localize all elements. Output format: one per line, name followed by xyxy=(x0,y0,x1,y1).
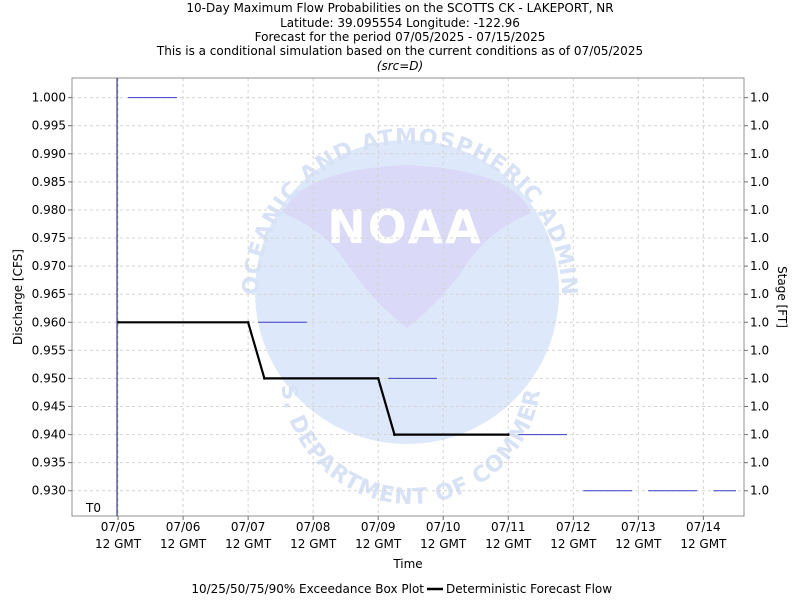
y-left-tick-label: 0.960 xyxy=(32,315,66,329)
x-tick-label-date: 07/13 xyxy=(621,520,656,534)
x-tick-label-date: 07/08 xyxy=(296,520,331,534)
x-tick-label-time: 12 GMT xyxy=(290,537,337,551)
x-tick-label-time: 12 GMT xyxy=(355,537,402,551)
y-left-tick-label: 0.940 xyxy=(32,428,66,442)
y-axis-left-label: Discharge [CFS] xyxy=(11,249,25,345)
y-left-tick-label: 0.970 xyxy=(32,259,66,273)
y-right-tick-label: 1.0 xyxy=(750,119,769,133)
x-tick-label-date: 07/12 xyxy=(556,520,591,534)
y-left-tick-label: 0.935 xyxy=(32,456,66,470)
series-line-deterministic xyxy=(118,321,509,436)
noaa-logo-wing xyxy=(283,165,531,328)
y-left-tick-label: 0.950 xyxy=(32,371,66,385)
y-right-tick-label: 1.0 xyxy=(750,343,769,357)
x-tick-label-time: 12 GMT xyxy=(615,537,662,551)
t0-marker: T0 xyxy=(85,78,118,516)
y-right-tick-label: 1.0 xyxy=(750,287,769,301)
y-left-tick-label: 0.955 xyxy=(32,343,66,357)
y-right-tick-label: 1.0 xyxy=(750,91,769,105)
series-point xyxy=(506,433,510,436)
x-tick-label-time: 12 GMT xyxy=(160,537,207,551)
chart-title-line-3: Forecast for the period 07/05/2025 - 07/… xyxy=(255,30,546,44)
series-point xyxy=(393,433,396,436)
grid-lines xyxy=(72,78,744,516)
series-point xyxy=(376,377,380,380)
y-left-tick-label: 0.980 xyxy=(32,203,66,217)
y-right-tick-label: 1.0 xyxy=(750,315,769,329)
chart-title-line-4: This is a conditional simulation based o… xyxy=(156,44,643,58)
y-right-tick-label: 1.0 xyxy=(750,147,769,161)
y-left-tick-label: 0.985 xyxy=(32,175,66,189)
y-right-tick-label: 1.0 xyxy=(750,400,769,414)
x-tick-label-date: 07/07 xyxy=(231,520,266,534)
y-right-tick-label: 1.0 xyxy=(750,428,769,442)
y-left-tick-label: 0.945 xyxy=(32,400,66,414)
x-tick-label-time: 12 GMT xyxy=(485,537,532,551)
legend-line-label: Deterministic Forecast Flow xyxy=(446,582,612,596)
x-tick-label-time: 12 GMT xyxy=(680,537,727,551)
y-right-tick-label: 1.0 xyxy=(750,175,769,189)
y-axis-right: 1.0 1.0 1.0 1.0 1.0 1.0 1.0 1.0 1.0 1.0 1.0 1.0 1.0 1… xyxy=(744,91,769,498)
y-right-tick-label: 1.0 xyxy=(750,484,769,498)
x-axis-label: Time xyxy=(392,557,422,571)
chart-title-block: 10-Day Maximum Flow Probabilities on the… xyxy=(156,1,643,73)
x-tick-label-time: 12 GMT xyxy=(550,537,597,551)
x-tick-label-date: 07/09 xyxy=(361,520,396,534)
x-axis: 07/05 12 GMT 07/06 12 GMT 07/07 12 GMT 07/08 12… xyxy=(95,516,727,551)
y-right-tick-label: 1.0 xyxy=(750,203,769,217)
x-tick-label-time: 12 GMT xyxy=(420,537,467,551)
plot-area-frame xyxy=(71,77,745,517)
y-left-tick-label: 0.990 xyxy=(32,147,66,161)
x-tick-label-date: 07/05 xyxy=(101,520,136,534)
y-right-tick-label: 1.0 xyxy=(750,371,769,385)
y-right-tick-label: 1.0 xyxy=(750,456,769,470)
y-axis-left: 1.000 0.995 0.990 0.985 0.980 0.975 0.970 0.965… xyxy=(32,91,72,498)
legend: 10/25/50/75/90% Exceedance Box Plot Dete… xyxy=(191,582,612,596)
legend-box-plot-label: 10/25/50/75/90% Exceedance Box Plot xyxy=(191,582,424,596)
series-point xyxy=(263,377,266,380)
x-tick-label-date: 07/14 xyxy=(686,520,721,534)
y-axis-right-label: Stage [FT] xyxy=(775,266,789,328)
box-plot-marks xyxy=(128,97,736,492)
series-lines xyxy=(116,320,510,436)
t0-label: T0 xyxy=(85,501,101,515)
x-tick-label-date: 07/06 xyxy=(166,520,201,534)
chart-title-line-1: 10-Day Maximum Flow Probabilities on the… xyxy=(186,1,613,15)
chart-subtitle: (src=D) xyxy=(377,59,423,73)
series-point xyxy=(246,320,250,324)
x-tick-label-time: 12 GMT xyxy=(95,537,142,551)
y-right-tick-label: 1.0 xyxy=(750,259,769,273)
noaa-logo-center-text: NOAA xyxy=(327,200,483,254)
chart-title-line-2: Latitude: 39.095554 Longitude: -122.96 xyxy=(280,16,520,30)
y-left-tick-label: 0.965 xyxy=(32,287,66,301)
y-left-tick-label: 0.930 xyxy=(32,484,66,498)
x-tick-label-date: 07/10 xyxy=(426,520,461,534)
y-left-tick-label: 0.995 xyxy=(32,119,66,133)
y-left-tick-label: 1.000 xyxy=(32,91,66,105)
y-left-tick-label: 0.975 xyxy=(32,231,66,245)
y-right-tick-label: 1.0 xyxy=(750,231,769,245)
x-tick-label-date: 07/11 xyxy=(491,520,526,534)
x-tick-label-time: 12 GMT xyxy=(225,537,272,551)
